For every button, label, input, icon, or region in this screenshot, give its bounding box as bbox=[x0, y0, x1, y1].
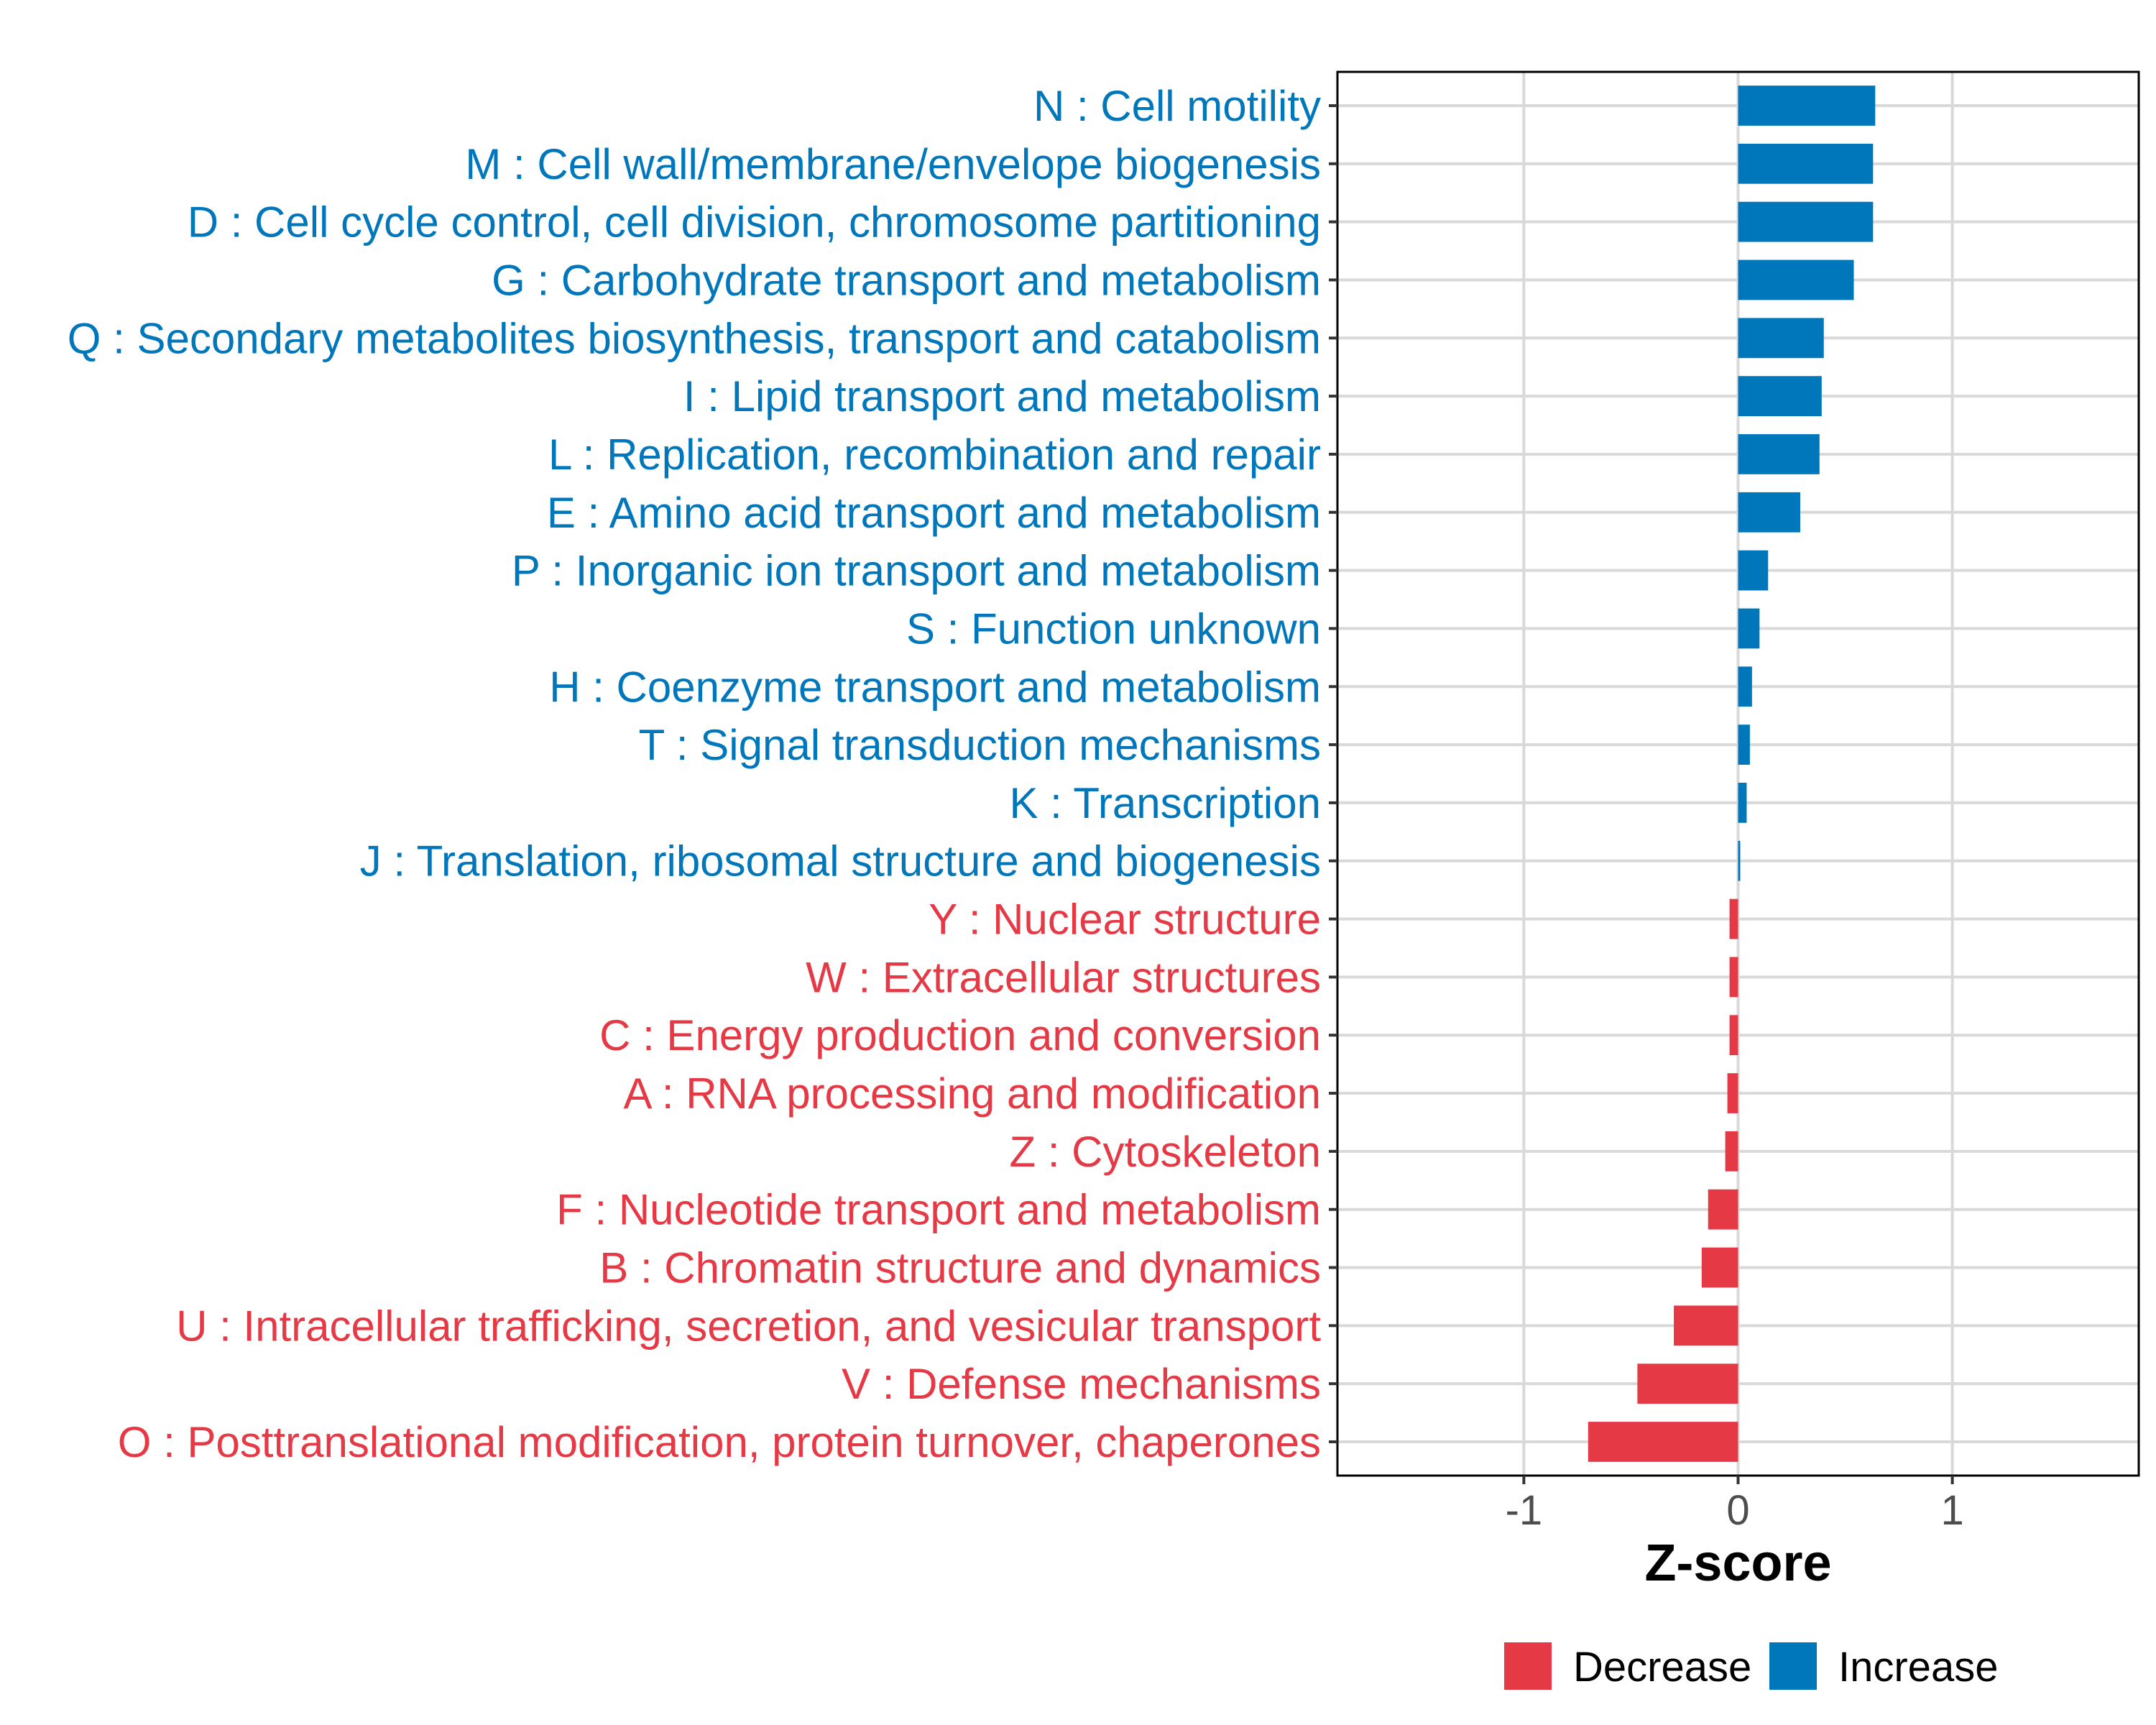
legend-label-decrease: Decrease bbox=[1573, 1644, 1751, 1690]
y-tick-label: H : Coenzyme transport and metabolism bbox=[549, 663, 1321, 711]
bar bbox=[1738, 259, 1854, 300]
bar bbox=[1738, 434, 1820, 474]
y-tick-label: D : Cell cycle control, cell division, c… bbox=[188, 198, 1321, 247]
bar bbox=[1729, 957, 1738, 998]
bar bbox=[1727, 1073, 1738, 1113]
bar bbox=[1738, 666, 1752, 707]
legend-label-increase: Increase bbox=[1838, 1644, 1998, 1690]
bar bbox=[1588, 1422, 1738, 1462]
bar bbox=[1708, 1189, 1738, 1230]
y-tick-label: E : Amino acid transport and metabolism bbox=[547, 489, 1321, 537]
y-tick-label: F : Nucleotide transport and metabolism bbox=[556, 1186, 1321, 1234]
x-axis: -1 0 1 bbox=[1506, 1476, 1964, 1534]
bar bbox=[1729, 898, 1738, 939]
bars bbox=[1588, 86, 1876, 1462]
legend-key-increase bbox=[1769, 1642, 1817, 1690]
y-tick-label: L : Replication, recombination and repai… bbox=[548, 431, 1321, 479]
bar bbox=[1701, 1247, 1738, 1288]
bar bbox=[1738, 724, 1750, 765]
y-tick-label: A : RNA processing and modification bbox=[623, 1070, 1321, 1118]
y-tick-label: O : Posttranslational modification, prot… bbox=[118, 1418, 1321, 1466]
bar bbox=[1738, 201, 1874, 242]
y-tick-label: P : Inorganic ion transport and metaboli… bbox=[512, 547, 1321, 595]
y-axis: N : Cell motility M : Cell wall/membrane/… bbox=[68, 82, 1337, 1466]
y-tick-label: C : Energy production and conversion bbox=[599, 1011, 1321, 1059]
bar bbox=[1637, 1363, 1738, 1404]
bar bbox=[1674, 1305, 1738, 1346]
bar bbox=[1738, 783, 1747, 823]
y-tick-label: B : Chromatin structure and dynamics bbox=[599, 1244, 1321, 1292]
y-tick-label: N : Cell motility bbox=[1033, 82, 1321, 130]
y-tick-label: T : Signal transduction mechanisms bbox=[639, 721, 1321, 769]
legend-key-decrease bbox=[1504, 1642, 1552, 1690]
bar bbox=[1738, 550, 1769, 591]
y-tick-label: K : Transcription bbox=[1009, 779, 1321, 827]
y-tick-label: J : Translation, ribosomal structure and… bbox=[360, 837, 1321, 886]
bar bbox=[1738, 608, 1760, 649]
y-tick-label: W : Extracellular structures bbox=[806, 953, 1321, 1001]
bar bbox=[1738, 492, 1800, 533]
y-tick-label: I : Lipid transport and metabolism bbox=[683, 372, 1321, 420]
x-tick-label: 1 bbox=[1940, 1487, 1963, 1534]
y-tick-label: Z : Cytoskeleton bbox=[1009, 1128, 1321, 1176]
y-tick-label: Y : Nuclear structure bbox=[929, 896, 1321, 944]
x-tick-label: 0 bbox=[1726, 1487, 1749, 1534]
y-tick-label: Q : Secondary metabolites biosynthesis, … bbox=[68, 314, 1321, 362]
bar bbox=[1738, 86, 1876, 126]
x-axis-title: Z-score bbox=[1644, 1535, 1831, 1592]
bar bbox=[1738, 318, 1824, 359]
y-tick-label: G : Carbohydrate transport and metabolis… bbox=[492, 256, 1321, 304]
y-tick-label: V : Defense mechanisms bbox=[842, 1360, 1321, 1408]
bar bbox=[1725, 1131, 1738, 1172]
bar bbox=[1738, 143, 1874, 184]
y-tick-label: M : Cell wall/membrane/envelope biogenes… bbox=[465, 140, 1321, 188]
x-tick-label: -1 bbox=[1506, 1487, 1543, 1534]
bar bbox=[1738, 840, 1741, 881]
y-tick-label: S : Function unknown bbox=[906, 604, 1321, 653]
legend: Decrease Increase bbox=[1504, 1642, 1998, 1690]
y-tick-label: U : Intracellular trafficking, secretion… bbox=[176, 1302, 1321, 1350]
bar bbox=[1738, 376, 1822, 417]
bar bbox=[1729, 1015, 1738, 1056]
